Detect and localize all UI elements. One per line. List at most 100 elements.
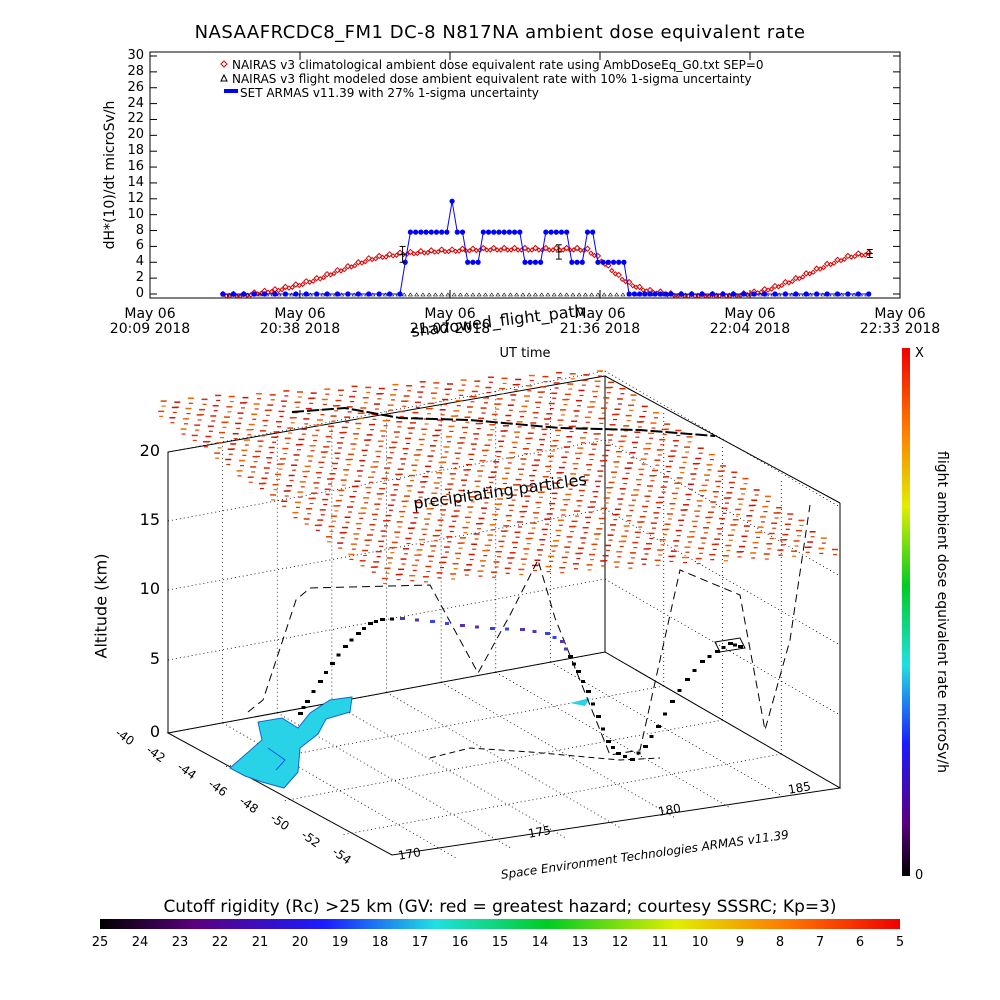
point-armas [324,291,330,297]
point-armas [657,291,664,297]
y-tick-label: 20 [127,127,144,143]
shadowed-flight-path [247,504,811,756]
point-nairas [792,274,800,282]
flight-track-shadow-top [291,406,716,437]
point-nairas [466,248,473,254]
point-nairas [334,266,341,274]
point-armas [642,291,648,297]
point-armas [866,291,872,297]
point-flight-modeled [614,292,620,297]
flight-track-point [721,646,726,649]
point-armas [407,229,414,235]
legend-markers [220,60,238,93]
point-nairas [584,245,591,252]
bottom-colorbar-tick-label: 25 [91,935,109,950]
point-armas [355,291,361,297]
point-flight-modeled [445,292,451,297]
point-nairas [831,260,837,266]
point-flight-modeled [489,292,495,297]
point-flight-modeled [407,292,413,297]
point-nairas [771,282,779,290]
point-nairas [553,244,560,252]
point-armas [678,291,684,297]
bottom-colorbar-tick-label: 24 [131,935,149,950]
flight-track-point [663,712,667,716]
flight-track-point [532,630,537,633]
floor-gridline [386,692,622,829]
point-armas [626,291,632,297]
point-nairas [588,250,594,256]
flight-track-point [564,647,568,651]
altitude-tick-label: 5 [149,649,160,668]
colorbar-max-label: X [915,346,924,361]
flight-track-point [649,735,654,738]
flight-track-point [643,745,648,748]
point-nairas [803,270,810,277]
point-nairas [844,252,852,260]
point-nairas [292,281,300,288]
bottom-colorbar-tick-label: 9 [735,935,745,950]
point-nairas [779,282,785,289]
ground-track [429,747,661,761]
point-armas [480,229,486,235]
point-armas [668,291,674,297]
point-nairas [827,261,834,268]
point-nairas [480,244,487,252]
point-nairas [359,260,365,266]
point-nairas [823,260,831,268]
altitude-axis-label: Altitude (km) [91,553,111,659]
x-tick-label: May 06 22:33 2018 [859,306,941,337]
point-nairas [282,283,289,291]
flight-track [298,617,746,761]
bottom-colorbar-tick-label: 11 [651,935,669,950]
point-nairas [768,286,775,292]
flight-track-point [700,660,705,663]
point-flight-modeled [482,292,488,297]
flight-track-point [318,680,323,683]
point-armas [558,229,565,235]
point-armas [293,291,299,297]
flight-track-point [581,680,585,683]
point-armas [647,291,653,297]
point-nairas [344,263,352,270]
point-flight-modeled [507,292,513,297]
y-tick-label: 12 [127,190,144,206]
point-armas [564,229,570,235]
point-armas [282,291,289,297]
flight-endpoint-box [714,637,746,653]
point-nairas [386,251,393,258]
point-nairas [310,278,316,284]
flight-track-point [568,655,573,658]
point-flight-modeled [401,292,407,297]
flight-track-point [623,755,627,758]
flight-track-point [677,689,682,692]
point-nairas [536,247,542,253]
point-armas [334,291,341,297]
flight-track-point [311,690,316,693]
x-tick-label: May 06 22:04 2018 [709,306,791,337]
point-nairas [529,247,535,253]
floor-gridline [440,682,677,819]
point-nairas [563,244,570,252]
flight-track-point [692,669,697,672]
x-axis-label: UT time [499,346,551,361]
bottom-colorbar-tick-label: 5 [895,935,905,950]
point-flight-modeled [570,292,576,297]
series-armas [220,198,872,297]
flight-track-point [611,746,615,749]
point-armas [584,229,591,235]
point-nairas [331,270,337,277]
point-armas [449,198,455,204]
bottom-colorbar-tick-label: 8 [775,935,785,950]
point-flight-modeled [539,292,545,297]
bottom-colorbar-tick-label: 20 [291,935,309,950]
point-armas [517,229,523,235]
point-nairas [323,270,331,278]
point-flight-modeled [601,292,607,297]
point-nairas [490,244,497,252]
point-nairas [494,247,500,253]
point-armas [303,291,309,297]
point-armas [824,291,830,297]
point-nairas [320,274,327,281]
y-tick-label: 16 [127,159,144,175]
